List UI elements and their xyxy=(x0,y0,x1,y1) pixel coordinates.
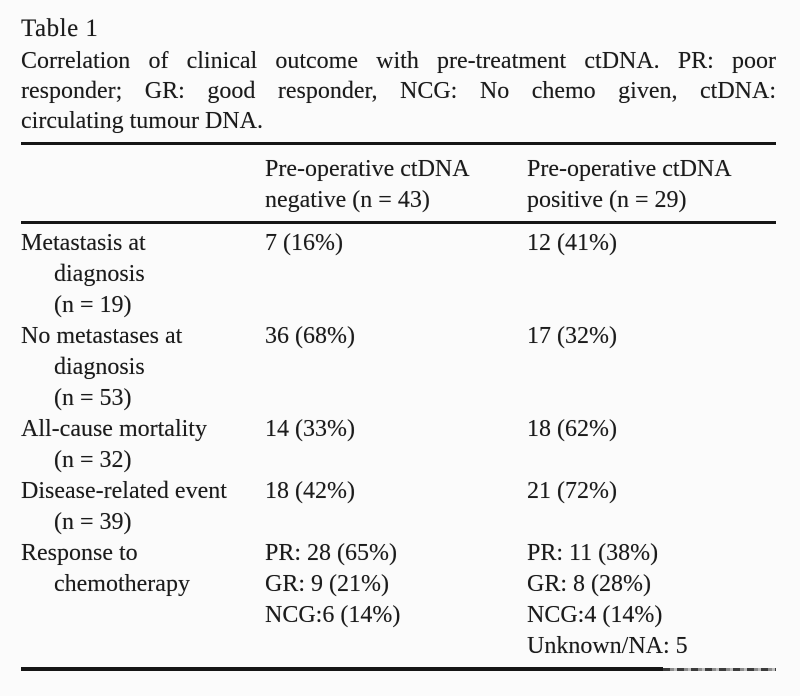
table-row-metastasis: Metastasis at diagnosis (n = 19) 7 (16%)… xyxy=(21,228,776,321)
cell-positive: 21 (72%) xyxy=(527,476,776,538)
table-row-chemo-response: Response to chemotherapy PR: 28 (65%) GR… xyxy=(21,538,776,662)
table-row-mortality: All-cause mortality (n = 32) 14 (33%) 18… xyxy=(21,414,776,476)
cell-value: 14 (33%) xyxy=(265,416,355,442)
cell-value: GR: 8 (28%) xyxy=(527,571,651,597)
header-col-ctdna-negative: Pre-operative ctDNA negative (n = 43) xyxy=(265,154,527,216)
row-label-line: (n = 32) xyxy=(54,447,132,473)
caption-line: responder; GR: good responder, NCG: No c… xyxy=(21,78,776,104)
row-label-line: All-cause mortality xyxy=(21,416,207,442)
row-label-line: No metastases at xyxy=(21,323,183,349)
cell-negative: 7 (16%) xyxy=(265,228,527,321)
header-col-outcome xyxy=(21,154,265,216)
cell-value: Unknown/NA: 5 xyxy=(527,633,688,659)
cell-value: 12 (41%) xyxy=(527,230,617,256)
table-caption: Correlation of clinical outcome with pre… xyxy=(21,46,776,136)
document-body: Table 1 Correlation of clinical outcome … xyxy=(21,15,776,671)
header-col-ctdna-positive: Pre-operative ctDNA positive (n = 29) xyxy=(527,154,776,216)
cell-value: 17 (32%) xyxy=(527,323,617,349)
cell-positive: 18 (62%) xyxy=(527,414,776,476)
row-label: Metastasis at diagnosis (n = 19) xyxy=(21,228,265,321)
table-title: Table 1 xyxy=(21,15,99,42)
row-label: Response to chemotherapy xyxy=(21,538,265,662)
cell-value: GR: 9 (21%) xyxy=(265,571,389,597)
header-line: Pre-operative ctDNA xyxy=(527,156,732,182)
row-label-line: (n = 19) xyxy=(54,292,132,318)
cell-value: 36 (68%) xyxy=(265,323,355,349)
cell-negative: 14 (33%) xyxy=(265,414,527,476)
row-label-line: Metastasis at xyxy=(21,230,146,256)
header-line: positive (n = 29) xyxy=(527,187,687,213)
cell-value: 18 (62%) xyxy=(527,416,617,442)
cell-value: 7 (16%) xyxy=(265,230,343,256)
table-header-row: Pre-operative ctDNA negative (n = 43) Pr… xyxy=(21,145,776,221)
row-label: Disease-related event (n = 39) xyxy=(21,476,265,538)
table-bottom-rule xyxy=(21,667,776,671)
table-top-rule xyxy=(21,142,776,145)
row-label: No metastases at diagnosis (n = 53) xyxy=(21,321,265,414)
cell-positive: PR: 11 (38%) GR: 8 (28%) NCG:4 (14%) Unk… xyxy=(527,538,776,662)
row-label-line: Disease-related event xyxy=(21,478,227,504)
table-row-no-metastases: No metastases at diagnosis (n = 53) 36 (… xyxy=(21,321,776,414)
cell-value: NCG:4 (14%) xyxy=(527,602,663,628)
row-label-line: (n = 53) xyxy=(54,385,132,411)
caption-line: circulating tumour DNA. xyxy=(21,108,263,134)
cell-value: 21 (72%) xyxy=(527,478,617,504)
row-label-line: diagnosis xyxy=(54,261,145,287)
cell-negative: PR: 28 (65%) GR: 9 (21%) NCG:6 (14%) xyxy=(265,538,527,662)
cell-value: 18 (42%) xyxy=(265,478,355,504)
cell-value: NCG:6 (14%) xyxy=(265,602,401,628)
data-table: Pre-operative ctDNA negative (n = 43) Pr… xyxy=(21,142,776,671)
header-line: Pre-operative ctDNA xyxy=(265,156,470,182)
row-label-line: (n = 39) xyxy=(54,509,132,535)
row-label-line: diagnosis xyxy=(54,354,145,380)
bottom-rule-segment xyxy=(21,667,663,671)
cell-negative: 18 (42%) xyxy=(265,476,527,538)
cell-positive: 17 (32%) xyxy=(527,321,776,414)
cell-positive: 12 (41%) xyxy=(527,228,776,321)
table-row-disease-event: Disease-related event (n = 39) 18 (42%) … xyxy=(21,476,776,538)
table-body: Metastasis at diagnosis (n = 19) 7 (16%)… xyxy=(21,224,776,667)
scan-artifact-smudge xyxy=(662,667,776,671)
row-label-line: chemotherapy xyxy=(54,571,190,597)
cell-value: PR: 28 (65%) xyxy=(265,540,397,566)
table-mid-rule xyxy=(21,221,776,224)
caption-line: Correlation of clinical outcome with pre… xyxy=(21,48,776,74)
row-label: All-cause mortality (n = 32) xyxy=(21,414,265,476)
header-line: negative (n = 43) xyxy=(265,187,430,213)
cell-negative: 36 (68%) xyxy=(265,321,527,414)
row-label-line: Response to xyxy=(21,540,138,566)
cell-value: PR: 11 (38%) xyxy=(527,540,659,566)
